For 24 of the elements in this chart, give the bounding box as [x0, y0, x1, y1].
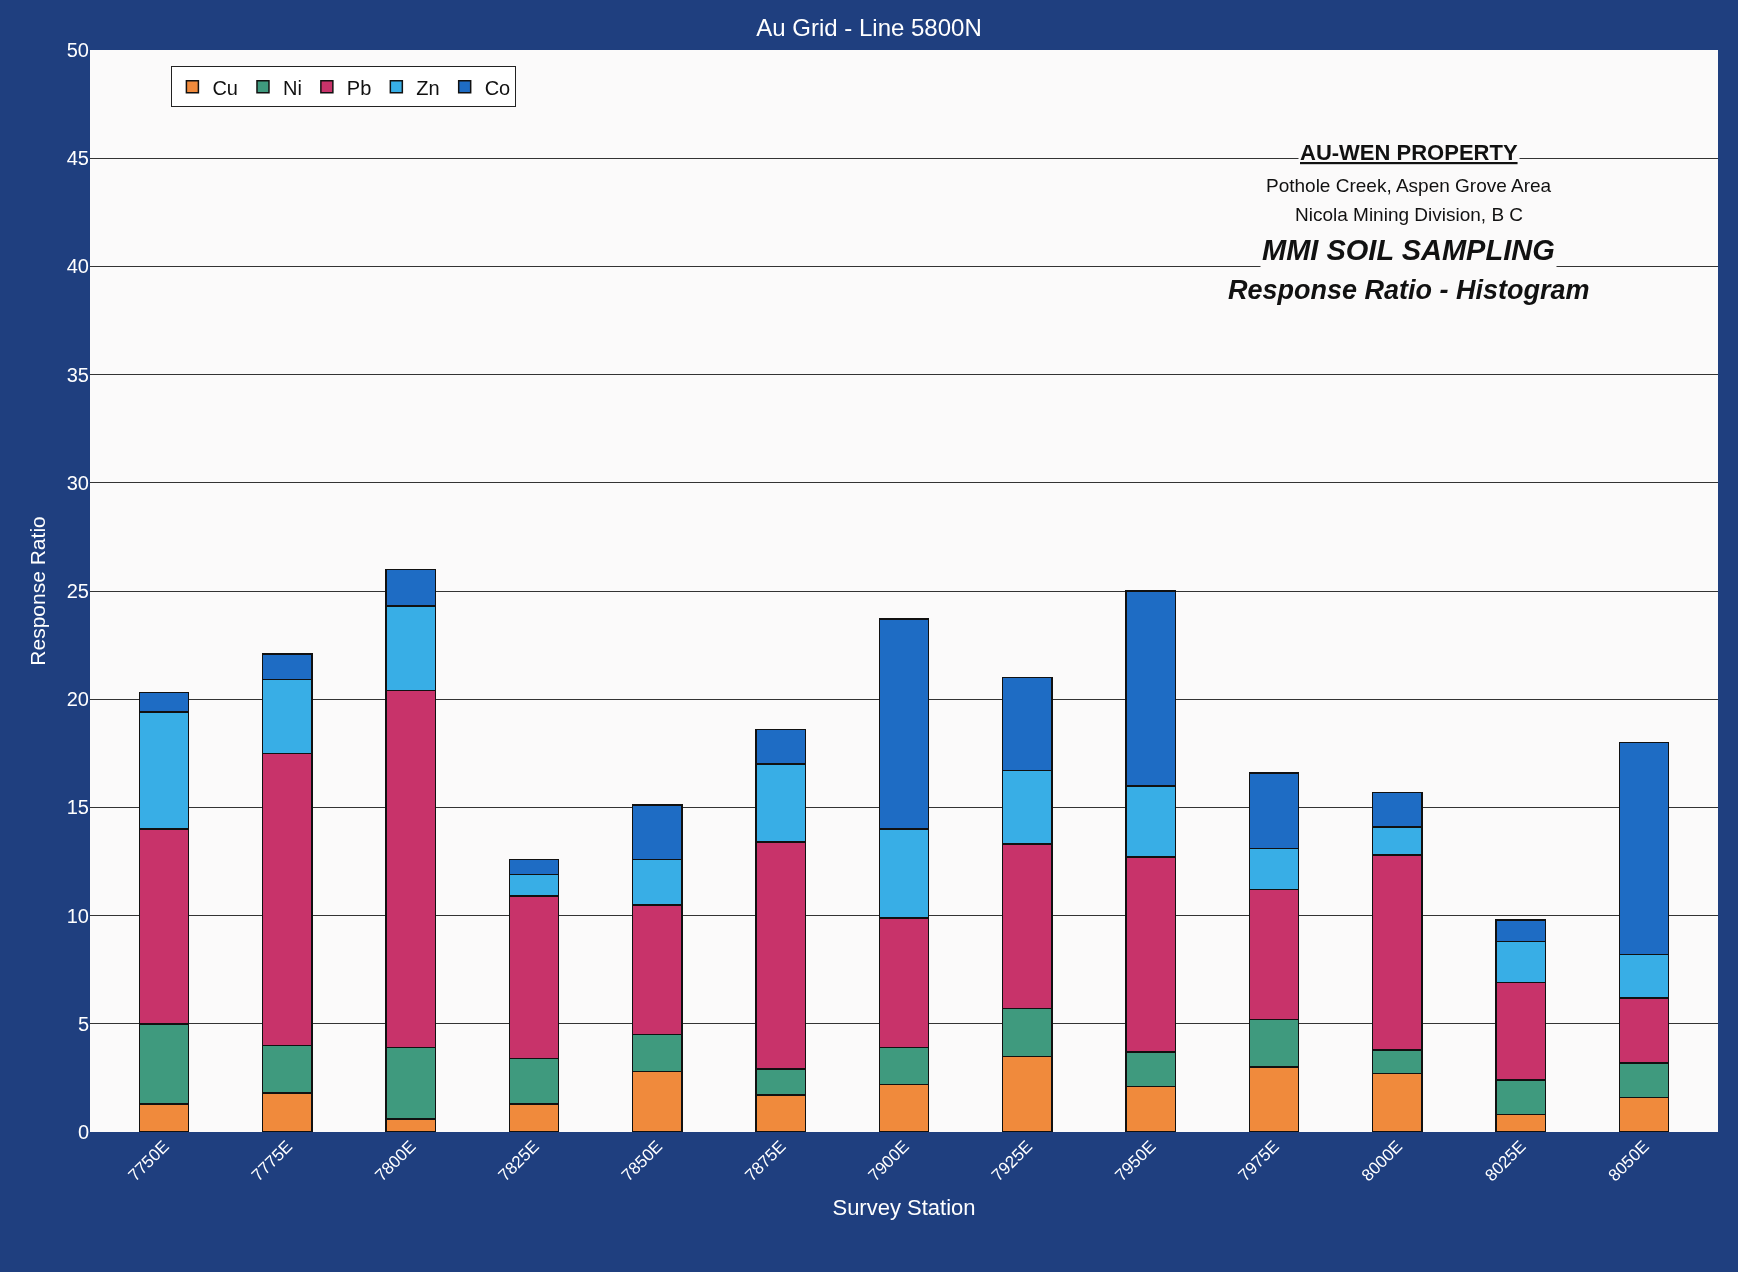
y-tick-label: 0: [77, 1121, 89, 1143]
y-tick-label: 35: [66, 363, 89, 386]
annotation: MMI SOIL SAMPLING: [1262, 234, 1555, 266]
legend-label: Cu: [212, 76, 238, 99]
y-tick-label: 20: [66, 688, 89, 711]
chart-title: Au Grid - Line 5800N: [756, 13, 982, 41]
y-tick-label: 45: [66, 147, 89, 170]
annotation: Response Ratio - Histogram: [1228, 275, 1590, 305]
annotation: Nicola Mining Division, B C: [1295, 204, 1524, 225]
x-axis-title: Survey Station: [832, 1195, 976, 1221]
annotation: AU-WEN PROPERTY: [1300, 140, 1518, 165]
legend-label: Zn: [416, 76, 440, 99]
legend-label: Co: [484, 76, 511, 99]
y-tick-label: 25: [66, 580, 89, 602]
annotation: Pothole Creek, Aspen Grove Area: [1266, 175, 1552, 196]
y-tick-label: 30: [66, 471, 89, 494]
y-tick-label: 50: [66, 39, 89, 61]
y-tick-label: 5: [77, 1012, 89, 1035]
y-tick-label: 40: [66, 255, 89, 278]
y-tick-label: 10: [66, 904, 89, 927]
y-axis-title: Response Ratio: [25, 516, 49, 666]
legend-label: Pb: [346, 76, 372, 99]
legend-label: Ni: [282, 76, 302, 99]
y-tick-label: 15: [66, 796, 89, 819]
